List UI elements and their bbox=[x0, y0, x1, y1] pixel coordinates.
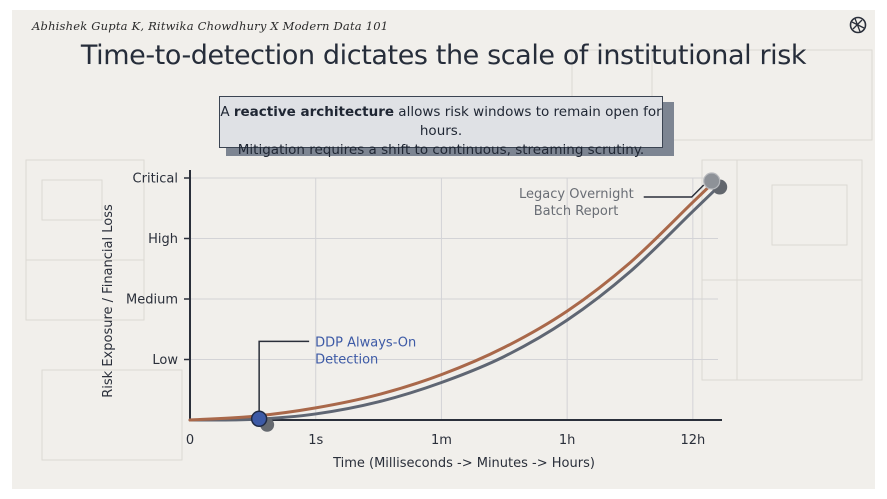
slide: Abhishek Gupta K, Ritwika Chowdhury X Mo… bbox=[12, 10, 875, 489]
y-tick-label: Low bbox=[152, 353, 178, 368]
callout-line-2: Mitigation requires a shift to continuou… bbox=[237, 142, 645, 158]
ddp-marker-point bbox=[250, 410, 268, 428]
globe-icon bbox=[849, 16, 867, 34]
y-tick-label: Critical bbox=[133, 172, 178, 187]
callout-line-1: A reactive architecture allows risk wind… bbox=[220, 104, 662, 139]
blueprint-background bbox=[25, 49, 873, 461]
y-axis-label: Risk Exposure / Financial Loss bbox=[101, 204, 116, 398]
x-tick-label: 0 bbox=[186, 433, 194, 448]
callout-bold-phrase: reactive architecture bbox=[233, 104, 395, 120]
ddp-annotation-label-line1: DDP Always-On bbox=[315, 335, 416, 350]
ddp-annotation-label-line2: Detection bbox=[315, 352, 378, 367]
series-line-legacy bbox=[188, 176, 720, 422]
attribution-text: Abhishek Gupta K, Ritwika Chowdhury X Mo… bbox=[32, 19, 389, 33]
legacy-annotation-label-line1: Legacy Overnight bbox=[519, 187, 634, 202]
legacy-leader-line bbox=[643, 184, 705, 198]
risk-chart: 0 1s 1m 1h 12h Low Medium High Critical Time (Mil… bbox=[101, 170, 728, 471]
callout-box: A reactive architecture allows risk wind… bbox=[219, 96, 663, 158]
x-tick-label: 1m bbox=[431, 433, 452, 448]
page-title: Time-to-detection dictates the scale of … bbox=[80, 40, 807, 71]
series-line-continuous bbox=[188, 185, 720, 422]
legacy-marker-point bbox=[703, 172, 721, 190]
x-tick-label: 1h bbox=[559, 433, 576, 448]
legacy-annotation-label-line2: Batch Report bbox=[534, 204, 619, 219]
y-tick-label: High bbox=[148, 232, 178, 247]
x-tick-label: 1s bbox=[308, 433, 323, 448]
y-tick-label: Medium bbox=[126, 293, 178, 308]
x-axis-label: Time (Milliseconds -> Minutes -> Hours) bbox=[332, 456, 595, 471]
ddp-leader-line bbox=[258, 340, 310, 411]
x-tick-label: 12h bbox=[680, 433, 705, 448]
